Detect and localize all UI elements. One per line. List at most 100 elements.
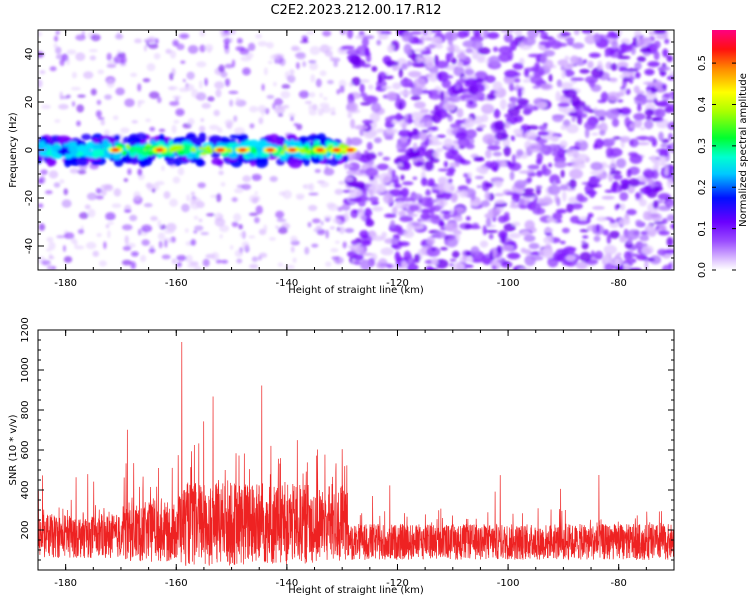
heatmap-cell xyxy=(158,240,163,249)
heatmap-cell xyxy=(329,55,334,62)
heatmap-cell xyxy=(614,258,622,263)
heatmap-cell xyxy=(63,256,73,263)
heatmap-cell xyxy=(137,149,146,155)
heatmap-cell xyxy=(248,235,256,239)
heatmap-cell xyxy=(521,191,536,198)
heatmap-cell xyxy=(450,193,458,203)
heatmap-cell xyxy=(609,170,622,175)
heatmap-cell xyxy=(560,31,571,37)
heatmap-cell xyxy=(420,212,431,221)
heatmap-cell xyxy=(555,91,561,102)
heatmap-cell xyxy=(365,95,379,104)
heatmap-cell xyxy=(509,170,515,181)
heatmap-cell xyxy=(617,99,624,103)
heatmap-cell xyxy=(121,55,127,65)
heatmap-cell xyxy=(520,230,531,237)
heatmap-cell xyxy=(165,48,172,54)
heatmap-cell xyxy=(588,78,596,88)
heatmap-cell xyxy=(400,187,409,198)
heatmap-cell xyxy=(559,140,568,148)
heatmap-cell xyxy=(351,77,361,86)
heatmap-cell xyxy=(595,223,600,233)
heatmap-cell xyxy=(513,128,524,135)
heatmap-cell xyxy=(611,40,619,50)
heatmap-cell xyxy=(620,43,633,53)
heatmap-cell xyxy=(360,92,368,98)
heatmap-cell xyxy=(449,263,454,267)
heatmap-cell xyxy=(363,207,373,217)
x-tick-label: -100 xyxy=(497,278,520,289)
heatmap-cell xyxy=(224,63,234,69)
heatmap-cell xyxy=(623,263,630,270)
heatmap-cell xyxy=(230,197,239,202)
heatmap-cell xyxy=(267,60,273,65)
heatmap-cell xyxy=(106,52,112,61)
heatmap-cell xyxy=(518,204,527,209)
heatmap-cell xyxy=(591,67,604,79)
heatmap-cell xyxy=(148,91,160,99)
heatmap-cell xyxy=(242,175,252,183)
heatmap-cell xyxy=(654,79,663,90)
heatmap-panel: -180 -160 -140 -120 -100 -80 -40 -20 0 20 40 Heig… xyxy=(8,29,675,296)
heatmap-cell xyxy=(319,181,330,188)
heatmap-cell xyxy=(633,118,643,129)
heatmap-cell xyxy=(514,179,527,189)
heatmap-cell xyxy=(361,63,372,68)
heatmap-cell xyxy=(443,182,455,194)
heatmap-cell xyxy=(431,247,437,252)
heatmap-cell xyxy=(594,250,604,260)
heatmap-cell xyxy=(61,53,69,62)
heatmap-cell xyxy=(39,140,46,150)
heatmap-cell xyxy=(272,102,276,110)
heatmap-cell xyxy=(220,182,226,187)
heatmap-cell xyxy=(255,33,263,39)
heatmap-cell xyxy=(278,145,283,153)
heatmap-cell xyxy=(303,38,308,43)
heatmap-cell xyxy=(633,85,640,94)
heatmap-cell xyxy=(274,106,286,114)
heatmap-cell xyxy=(198,218,203,223)
heatmap-cell xyxy=(490,160,500,172)
heatmap-cell xyxy=(38,51,45,58)
heatmap-cell xyxy=(590,171,603,175)
heatmap-cell xyxy=(408,204,420,212)
heatmap-cell xyxy=(304,100,313,105)
heatmap-cell xyxy=(592,206,605,210)
heatmap-cell xyxy=(124,235,129,245)
heatmap-cell xyxy=(178,87,190,93)
heatmap-cell xyxy=(38,31,42,37)
heatmap-cell xyxy=(249,263,259,269)
heatmap-cell xyxy=(408,113,413,125)
heatmap-cell xyxy=(53,182,61,188)
colorbar-tick-label: 0.0 xyxy=(697,262,708,278)
heatmap-cell xyxy=(474,84,486,93)
heatmap-cell xyxy=(275,225,279,229)
heatmap-cell xyxy=(511,193,521,203)
heatmap-cell xyxy=(626,168,632,178)
heatmap-cell xyxy=(410,95,421,101)
heatmap-cell xyxy=(151,188,156,193)
heatmap-cell xyxy=(664,38,670,45)
x-tick-label: -100 xyxy=(497,578,520,589)
heatmap-cell xyxy=(653,97,658,104)
heatmap-cell xyxy=(667,133,673,141)
heatmap-cell xyxy=(371,235,385,242)
heatmap-cell xyxy=(536,202,541,214)
heatmap-cell xyxy=(54,119,61,123)
heatmap-cell xyxy=(431,36,443,46)
heatmap-cell xyxy=(639,186,654,195)
heatmap-cell xyxy=(437,168,449,172)
heatmap-cell xyxy=(384,213,397,218)
heatmap-cell xyxy=(428,93,442,100)
heatmap-cell xyxy=(494,132,509,141)
heatmap-cell xyxy=(255,157,269,168)
heatmap-cell xyxy=(481,103,495,115)
heatmap-cell xyxy=(571,42,585,49)
heatmap-cell xyxy=(311,218,321,224)
heatmap-cell xyxy=(346,137,352,148)
heatmap-cell xyxy=(400,78,413,88)
heatmap-cell xyxy=(570,202,583,210)
heatmap-cell xyxy=(604,52,611,58)
heatmap-cell xyxy=(302,61,307,68)
heatmap-cell xyxy=(562,191,567,202)
